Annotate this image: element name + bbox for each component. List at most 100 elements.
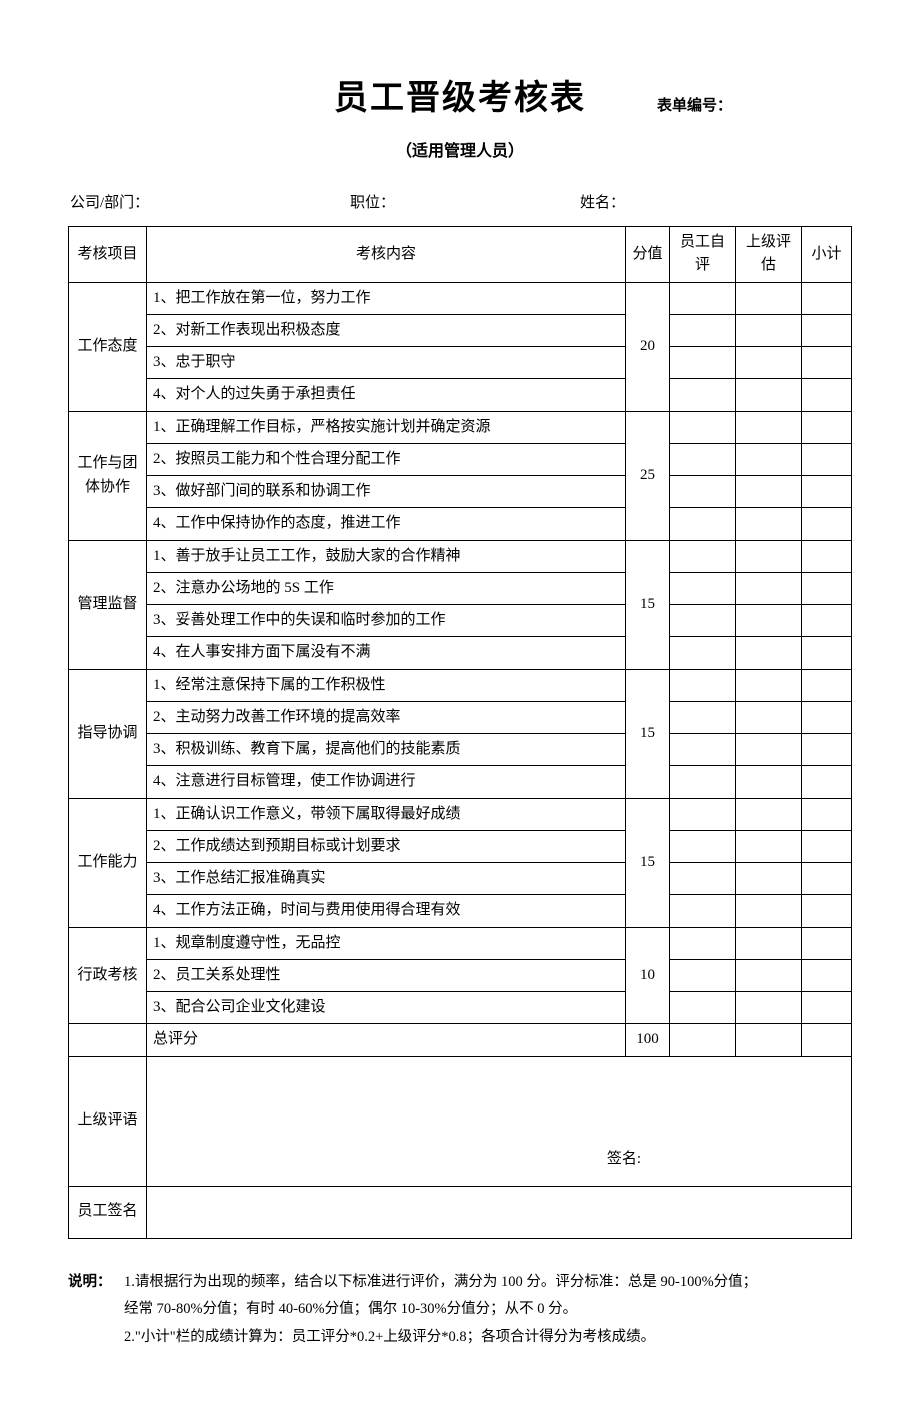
sub-cell[interactable]	[802, 540, 852, 572]
table-row: 工作态度 1、把工作放在第一位，努力工作 20	[69, 282, 852, 314]
self-cell[interactable]	[670, 863, 736, 895]
sup-cell[interactable]	[736, 411, 802, 443]
form-number-label: 表单编号：	[657, 94, 732, 115]
sup-cell[interactable]	[736, 476, 802, 508]
table-row: 3、积极训练、教育下属，提高他们的技能素质	[69, 734, 852, 766]
self-cell[interactable]	[670, 766, 736, 798]
sup-cell[interactable]	[736, 282, 802, 314]
self-cell[interactable]	[670, 637, 736, 669]
item-text: 2、员工关系处理性	[147, 959, 626, 991]
sup-cell[interactable]	[736, 605, 802, 637]
self-cell[interactable]	[670, 347, 736, 379]
sup-cell[interactable]	[736, 379, 802, 411]
table-row: 3、忠于职守	[69, 347, 852, 379]
self-cell[interactable]	[670, 959, 736, 991]
sup-cell[interactable]	[736, 992, 802, 1024]
sup-cell[interactable]	[736, 734, 802, 766]
sub-cell[interactable]	[802, 766, 852, 798]
self-cell[interactable]	[670, 314, 736, 346]
sup-cell[interactable]	[736, 572, 802, 604]
self-cell[interactable]	[670, 895, 736, 927]
sub-cell[interactable]	[802, 992, 852, 1024]
self-cell[interactable]	[670, 734, 736, 766]
notes-line1: 1.请根据行为出现的频率，结合以下标准进行评价，满分为 100 分。评分标准：总…	[124, 1274, 757, 1290]
sub-cell[interactable]	[802, 830, 852, 862]
sub-cell[interactable]	[802, 669, 852, 701]
table-row: 指导协调 1、经常注意保持下属的工作积极性 15	[69, 669, 852, 701]
sub-cell[interactable]	[802, 959, 852, 991]
sup-cell[interactable]	[736, 347, 802, 379]
self-cell[interactable]	[670, 830, 736, 862]
self-cell[interactable]	[670, 443, 736, 475]
sub-cell[interactable]	[802, 863, 852, 895]
sub-cell[interactable]	[802, 701, 852, 733]
sup-cell[interactable]	[736, 314, 802, 346]
item-text: 4、在人事安排方面下属没有不满	[147, 637, 626, 669]
header-self: 员工自评	[670, 227, 736, 283]
table-row: 4、工作中保持协作的态度，推进工作	[69, 508, 852, 540]
self-cell[interactable]	[670, 411, 736, 443]
sub-cell[interactable]	[802, 734, 852, 766]
sup-cell[interactable]	[736, 830, 802, 862]
self-cell[interactable]	[670, 605, 736, 637]
position-label: 职位：	[350, 191, 580, 212]
supervisor-comment-cell[interactable]: 签名:	[147, 1056, 852, 1186]
self-cell[interactable]	[670, 282, 736, 314]
table-row: 3、工作总结汇报准确真实	[69, 863, 852, 895]
sup-cell[interactable]	[736, 540, 802, 572]
meta-row: 公司/部门： 职位： 姓名：	[68, 191, 852, 212]
self-cell[interactable]	[670, 572, 736, 604]
sub-cell[interactable]	[802, 798, 852, 830]
sub-cell[interactable]	[802, 476, 852, 508]
self-cell[interactable]	[670, 992, 736, 1024]
sub-cell[interactable]	[802, 572, 852, 604]
table-row: 2、对新工作表现出积极态度	[69, 314, 852, 346]
table-row: 2、注意办公场地的 5S 工作	[69, 572, 852, 604]
self-cell[interactable]	[670, 798, 736, 830]
sup-cell[interactable]	[736, 443, 802, 475]
total-label: 总评分	[147, 1024, 626, 1056]
sup-cell[interactable]	[736, 766, 802, 798]
item-text: 3、配合公司企业文化建设	[147, 992, 626, 1024]
total-sub[interactable]	[802, 1024, 852, 1056]
employee-sign-cell[interactable]	[147, 1186, 852, 1238]
evaluation-table: 考核项目 考核内容 分值 员工自评 上级评估 小计 工作态度 1、把工作放在第一…	[68, 226, 852, 1239]
header-subtotal: 小计	[802, 227, 852, 283]
sup-cell[interactable]	[736, 959, 802, 991]
header-project: 考核项目	[69, 227, 147, 283]
sup-cell[interactable]	[736, 701, 802, 733]
self-cell[interactable]	[670, 476, 736, 508]
sub-cell[interactable]	[802, 895, 852, 927]
sub-cell[interactable]	[802, 411, 852, 443]
sub-cell[interactable]	[802, 443, 852, 475]
total-sup[interactable]	[736, 1024, 802, 1056]
self-cell[interactable]	[670, 701, 736, 733]
table-row: 4、在人事安排方面下属没有不满	[69, 637, 852, 669]
sup-cell[interactable]	[736, 637, 802, 669]
self-cell[interactable]	[670, 508, 736, 540]
self-cell[interactable]	[670, 379, 736, 411]
sup-cell[interactable]	[736, 927, 802, 959]
total-self[interactable]	[670, 1024, 736, 1056]
sup-cell[interactable]	[736, 798, 802, 830]
section-score: 20	[626, 282, 670, 411]
sub-cell[interactable]	[802, 282, 852, 314]
self-cell[interactable]	[670, 927, 736, 959]
self-cell[interactable]	[670, 540, 736, 572]
sub-cell[interactable]	[802, 605, 852, 637]
sup-cell[interactable]	[736, 863, 802, 895]
sub-cell[interactable]	[802, 637, 852, 669]
self-cell[interactable]	[670, 669, 736, 701]
sub-cell[interactable]	[802, 379, 852, 411]
sup-cell[interactable]	[736, 895, 802, 927]
sub-cell[interactable]	[802, 347, 852, 379]
sub-cell[interactable]	[802, 314, 852, 346]
table-row: 行政考核 1、规章制度遵守性，无品控 10	[69, 927, 852, 959]
item-text: 3、忠于职守	[147, 347, 626, 379]
sup-cell[interactable]	[736, 669, 802, 701]
sup-cell[interactable]	[736, 508, 802, 540]
sub-cell[interactable]	[802, 508, 852, 540]
item-text: 1、正确认识工作意义，带领下属取得最好成绩	[147, 798, 626, 830]
item-text: 2、工作成绩达到预期目标或计划要求	[147, 830, 626, 862]
sub-cell[interactable]	[802, 927, 852, 959]
